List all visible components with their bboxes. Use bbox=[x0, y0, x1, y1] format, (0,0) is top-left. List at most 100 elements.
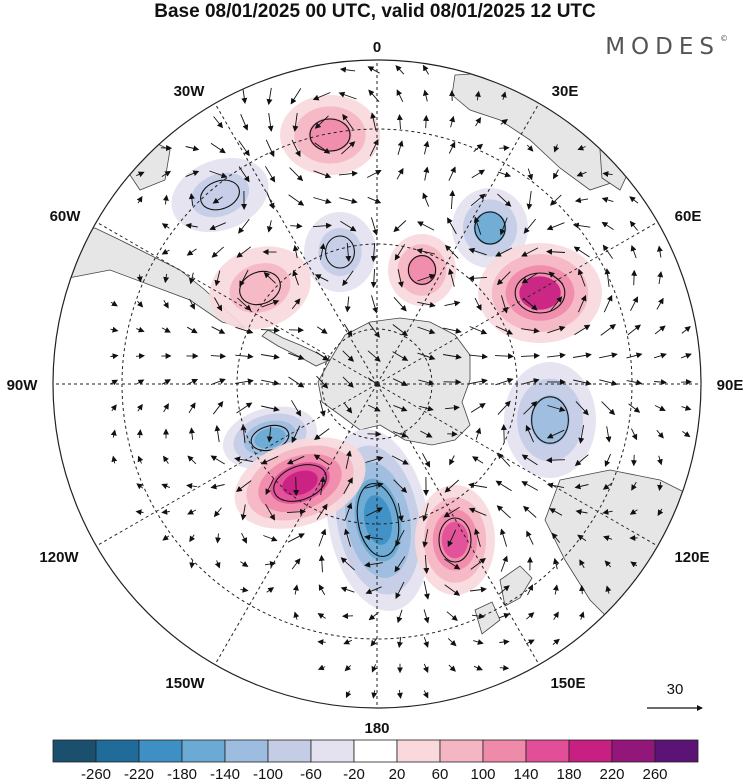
wind-vector bbox=[317, 664, 326, 671]
wind-vector bbox=[526, 191, 533, 210]
wind-vector bbox=[189, 560, 196, 569]
wind-vector bbox=[266, 587, 275, 594]
wind-vector bbox=[286, 455, 305, 465]
wind-vector bbox=[136, 403, 143, 412]
wind-vector bbox=[370, 268, 377, 288]
wind-vector bbox=[574, 454, 589, 466]
meridian-line bbox=[211, 383, 378, 671]
wind-vector bbox=[500, 91, 507, 100]
colorbar-swatch bbox=[95, 739, 140, 763]
wind-vector bbox=[468, 507, 487, 516]
wind-vector bbox=[525, 424, 535, 443]
wind-vector bbox=[521, 272, 538, 284]
wind-vector bbox=[499, 145, 510, 152]
wind-vector bbox=[265, 503, 275, 521]
wind-vector bbox=[631, 269, 638, 286]
wind-vector bbox=[603, 294, 613, 313]
wind-vector bbox=[417, 273, 436, 282]
wind-vector bbox=[443, 327, 462, 334]
wind-vector bbox=[444, 584, 461, 596]
wind-vector bbox=[472, 456, 484, 464]
meridian-line bbox=[90, 218, 378, 385]
wind-vector bbox=[291, 558, 301, 570]
wind-vector bbox=[469, 326, 488, 335]
wind-vector bbox=[313, 454, 330, 466]
colorbar-swatch bbox=[181, 739, 226, 763]
wind-vector bbox=[136, 274, 143, 283]
wind-vector bbox=[293, 476, 300, 496]
wind-vector bbox=[188, 272, 195, 285]
wind-vector bbox=[185, 222, 198, 229]
wind-vector bbox=[312, 222, 332, 229]
wind-vector bbox=[238, 218, 250, 234]
wind-vector bbox=[579, 559, 585, 569]
wind-vector bbox=[397, 140, 404, 155]
wind-vector bbox=[604, 268, 611, 287]
wind-vector bbox=[340, 557, 355, 571]
wind-vector bbox=[239, 269, 249, 287]
meridian-label-150e: 150E bbox=[550, 675, 585, 692]
colorbar-swatch bbox=[482, 739, 527, 763]
reference-vector-label: 30 bbox=[667, 681, 684, 698]
wind-vector bbox=[345, 242, 352, 262]
reference-vector: 30 bbox=[647, 681, 703, 711]
wind-vector bbox=[470, 403, 486, 413]
wind-vector bbox=[371, 295, 378, 314]
wind-vector bbox=[396, 89, 404, 102]
colorbar-swatch bbox=[267, 739, 312, 763]
wind-vector bbox=[135, 509, 144, 516]
wind-vector bbox=[393, 296, 407, 312]
colorbar-swatch bbox=[654, 739, 699, 763]
wind-vector bbox=[474, 528, 481, 547]
wind-vector bbox=[110, 300, 118, 307]
wind-vector bbox=[423, 581, 430, 600]
wind-vector bbox=[392, 378, 408, 386]
negative-anomaly-center bbox=[304, 212, 376, 292]
wind-vector bbox=[237, 297, 252, 311]
wind-vector bbox=[238, 140, 250, 157]
wind-vector bbox=[497, 193, 512, 207]
wind-vector bbox=[473, 143, 484, 152]
wind-vector bbox=[576, 171, 587, 177]
wind-vector bbox=[319, 399, 326, 417]
wind-vector bbox=[523, 505, 537, 518]
wind-vector bbox=[417, 301, 436, 308]
wind-vector bbox=[209, 170, 228, 179]
wind-vector bbox=[342, 376, 354, 388]
meridian-label-30w: 30W bbox=[174, 83, 206, 100]
wind-vector bbox=[188, 427, 195, 440]
wind-vector bbox=[137, 455, 144, 464]
wind-vector bbox=[653, 352, 667, 359]
meridian-label-30e: 30E bbox=[552, 83, 579, 100]
meridian-line bbox=[376, 383, 543, 671]
wind-vector bbox=[263, 535, 278, 542]
wind-vector bbox=[315, 351, 329, 361]
wind-vector bbox=[549, 194, 562, 206]
wind-vector bbox=[163, 455, 169, 464]
wind-vector bbox=[444, 244, 459, 259]
wind-vector bbox=[288, 194, 305, 206]
wind-vector bbox=[344, 528, 351, 547]
anomaly-band bbox=[519, 276, 561, 310]
wind-vector bbox=[345, 690, 352, 699]
wind-vector bbox=[521, 247, 539, 257]
wind-vector bbox=[473, 639, 484, 645]
wind-vector bbox=[318, 554, 325, 573]
wind-vector bbox=[495, 480, 512, 492]
wind-vector bbox=[656, 245, 663, 258]
anomaly-band bbox=[282, 470, 318, 496]
wind-vector bbox=[291, 425, 301, 444]
wind-vector bbox=[340, 220, 357, 232]
anomaly-band bbox=[190, 172, 250, 218]
anomaly-layer bbox=[171, 95, 602, 612]
wind-vector bbox=[185, 170, 200, 178]
wind-vector bbox=[420, 430, 433, 438]
wind-vector bbox=[657, 508, 664, 516]
anomaly-band bbox=[363, 495, 393, 545]
wind-vector bbox=[448, 268, 455, 287]
wind-vector bbox=[186, 248, 197, 256]
wind-vector bbox=[630, 296, 638, 312]
wind-vector bbox=[344, 403, 353, 414]
anomaly-band bbox=[441, 521, 469, 559]
streamline-loop bbox=[514, 272, 566, 314]
